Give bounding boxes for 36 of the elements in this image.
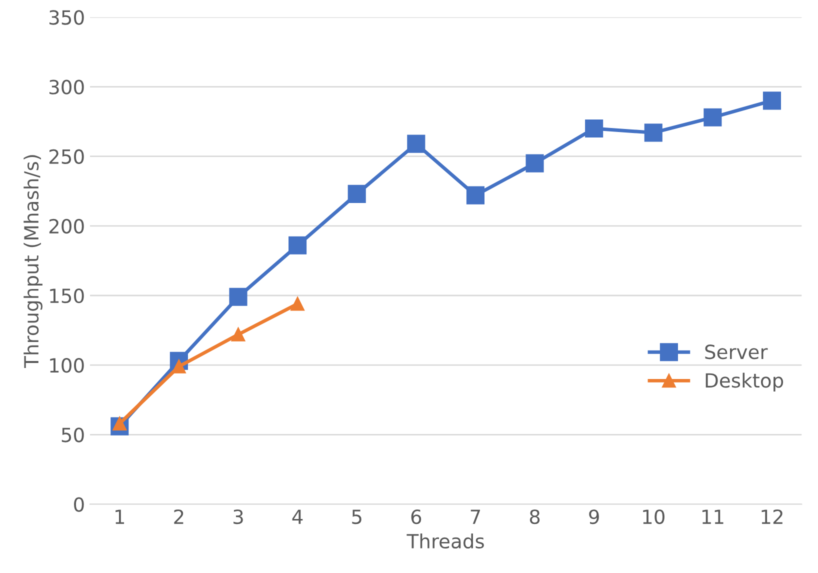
x-tick-label: 4 [292,510,303,524]
x-tick-label: 10 [643,509,664,524]
point [290,296,304,311]
y-tick-label: 100 [50,358,84,373]
y-tick-label: 0 [74,497,84,512]
legend-label: Desktop [706,372,784,392]
legend-label: Server [705,344,768,360]
x-tick-label: 2 [174,509,184,524]
x-tick-label: 5 [352,510,362,524]
point [229,288,248,306]
y-tick-label: 200 [49,218,84,234]
y-axis-title: Throughput (Mhash/s) [24,155,42,368]
point [585,119,604,138]
point [644,124,662,142]
x-tick-label: 11 [702,510,724,524]
y-tick-label: 150 [50,288,84,304]
x-axis-title: Threads [406,533,484,549]
x-tick-label: 12 [762,509,782,524]
x-tick-label: 1 [116,510,124,524]
point [704,108,722,126]
point [526,154,544,172]
point [762,92,782,110]
x-tick-label: 6 [411,509,422,524]
point [288,236,307,254]
point [348,184,366,203]
x-tick-label: 7 [470,510,480,524]
x-tick-label: 8 [530,509,540,524]
point [466,186,484,204]
y-tick-label: 50 [62,428,84,442]
point [407,134,426,153]
y-tick-label: 350 [49,10,84,25]
x-tick-label: 3 [234,509,243,524]
x-tick-label: 9 [589,509,599,524]
y-tick-label: 250 [49,149,84,164]
point [231,328,246,342]
y-tick-label: 300 [49,80,84,94]
